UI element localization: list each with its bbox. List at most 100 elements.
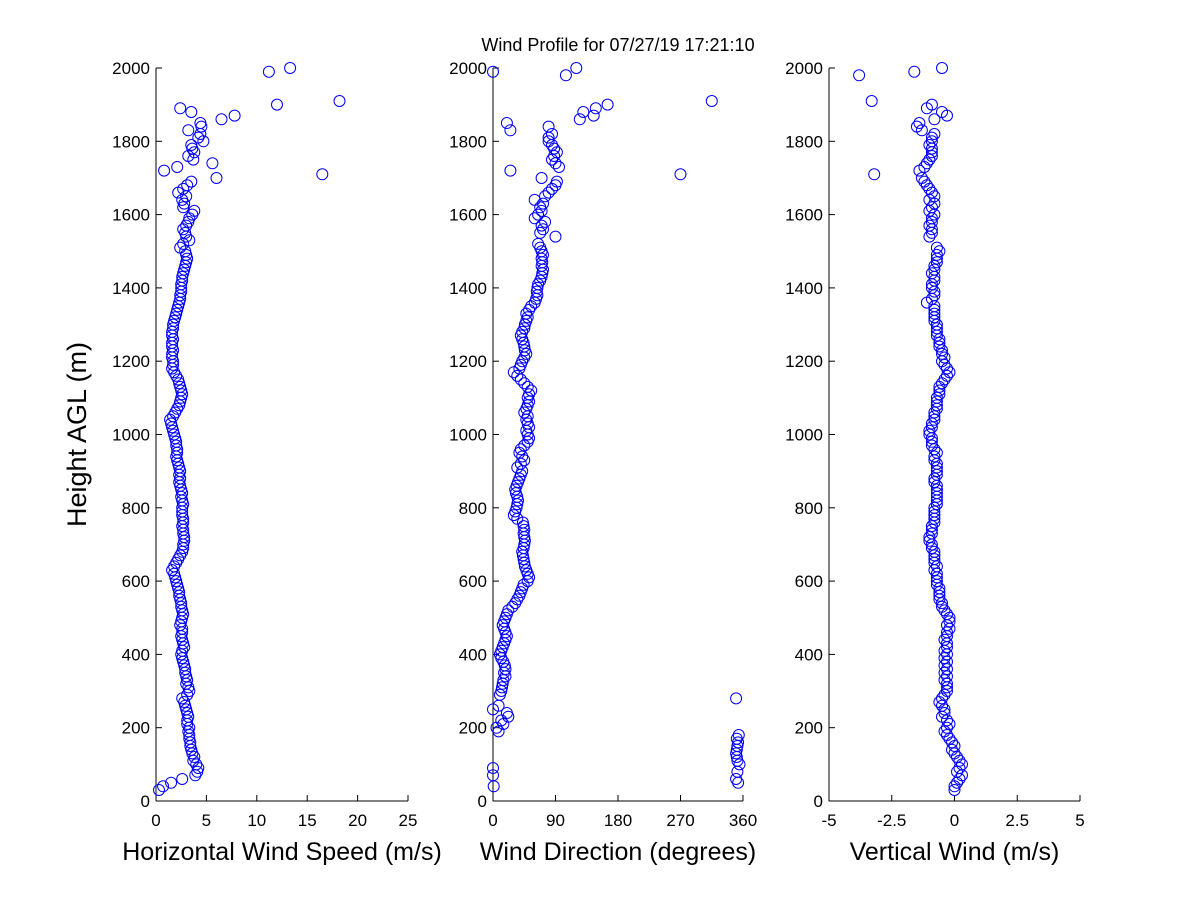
- direction-point: [589, 102, 602, 115]
- vertical-point: [928, 505, 941, 518]
- vertical-point: [925, 98, 938, 111]
- vertical-point: [925, 267, 938, 280]
- vertical-point: [928, 113, 941, 126]
- speed-point: [177, 182, 190, 195]
- vertical-point: [928, 406, 941, 419]
- vertical-point: [938, 666, 951, 679]
- direction-point: [504, 124, 517, 137]
- vertical-ytick-label: 1400: [785, 279, 823, 298]
- vertical-point: [936, 597, 948, 610]
- vertical-point: [928, 501, 941, 514]
- direction-point: [528, 193, 541, 206]
- speed-ytick-label: 600: [122, 572, 150, 591]
- vertical-point: [930, 567, 943, 580]
- speed-xtick-label: 5: [202, 811, 211, 830]
- direction-point: [500, 117, 513, 129]
- direction-point: [542, 120, 555, 133]
- direction-point: [573, 113, 586, 126]
- vertical-ytick-label: 1800: [785, 132, 823, 151]
- direction-point: [487, 769, 499, 782]
- vertical-point: [928, 289, 941, 302]
- vertical-point: [938, 707, 951, 719]
- vertical-point: [908, 65, 921, 78]
- vertical-series: [853, 62, 968, 796]
- vertical-point: [930, 248, 943, 261]
- speed-ytick-label: 200: [122, 719, 150, 738]
- direction-point: [531, 281, 544, 294]
- speed-point: [228, 109, 241, 122]
- speed-point: [316, 168, 329, 181]
- vertical-point: [941, 663, 953, 676]
- speed-point: [210, 172, 223, 184]
- vertical-point: [925, 150, 938, 162]
- vertical-point: [941, 655, 953, 668]
- direction-point: [518, 377, 531, 390]
- vertical-ytick-label: 2000: [785, 59, 823, 78]
- vertical-xtick-label: 2.5: [1005, 811, 1029, 830]
- direction-ytick-label: 1400: [449, 279, 487, 298]
- vertical-point: [925, 135, 938, 148]
- vertical-point: [928, 410, 941, 423]
- speed-xtick-label: 10: [247, 811, 266, 830]
- speed-point: [158, 164, 171, 177]
- direction-point: [502, 604, 515, 617]
- speed-point: [271, 98, 283, 111]
- speed-point: [181, 179, 194, 192]
- direction-point: [534, 226, 547, 239]
- vertical-point: [928, 509, 941, 522]
- speed-point: [185, 175, 198, 188]
- vertical-point: [923, 531, 936, 544]
- speed-point: [171, 161, 184, 173]
- direction-point: [511, 369, 524, 382]
- vertical-point: [933, 333, 946, 346]
- vertical-point: [925, 215, 938, 228]
- vertical-point: [941, 369, 953, 382]
- direction-ytick-label: 2000: [449, 59, 487, 78]
- figure-title: Wind Profile for 07/27/19 17:21:10: [481, 35, 754, 55]
- vertical-xtick-label: 5: [1075, 811, 1084, 830]
- speed-point: [168, 560, 181, 573]
- vertical-point: [925, 281, 938, 294]
- speed-ytick-label: 1600: [112, 206, 150, 225]
- direction-point: [500, 707, 513, 719]
- vertical-point: [930, 399, 943, 412]
- direction-point: [542, 135, 555, 148]
- speed-ytick-label: 400: [122, 645, 150, 664]
- vertical-point: [933, 589, 946, 602]
- vertical-x-axis-label: Vertical Wind (m/s): [850, 838, 1060, 866]
- speed-point: [194, 117, 207, 129]
- direction-point: [535, 172, 548, 184]
- direction-ytick-label: 1800: [449, 132, 487, 151]
- vertical-point: [925, 523, 938, 536]
- speed-point: [185, 106, 198, 118]
- vertical-point: [938, 674, 951, 687]
- vertical-point: [943, 718, 956, 730]
- vertical-point: [933, 388, 946, 401]
- direction-point: [601, 98, 614, 111]
- direction-xtick-label: 0: [488, 811, 497, 830]
- vertical-point: [910, 120, 923, 133]
- direction-point: [517, 520, 530, 533]
- vertical-point: [928, 413, 941, 426]
- direction-x-axis-label: Wind Direction (degrees): [480, 838, 757, 866]
- direction-point: [542, 186, 555, 199]
- vertical-point: [936, 106, 948, 118]
- vertical-point: [941, 677, 953, 690]
- speed-point: [284, 62, 297, 74]
- direction-point: [674, 168, 687, 181]
- speed-point: [262, 65, 275, 78]
- direction-point: [570, 62, 583, 74]
- speed-point: [174, 241, 187, 254]
- vertical-point: [925, 435, 938, 448]
- vertical-point: [930, 318, 943, 331]
- direction-point: [525, 384, 538, 397]
- speed-point: [176, 773, 189, 785]
- vertical-ytick-label: 1200: [785, 352, 823, 371]
- vertical-ytick-label: 1000: [785, 426, 823, 445]
- vertical-point: [928, 259, 941, 272]
- vertical-point: [925, 131, 938, 144]
- vertical-point: [913, 117, 926, 129]
- vertical-point: [930, 575, 943, 588]
- direction-point: [549, 230, 562, 243]
